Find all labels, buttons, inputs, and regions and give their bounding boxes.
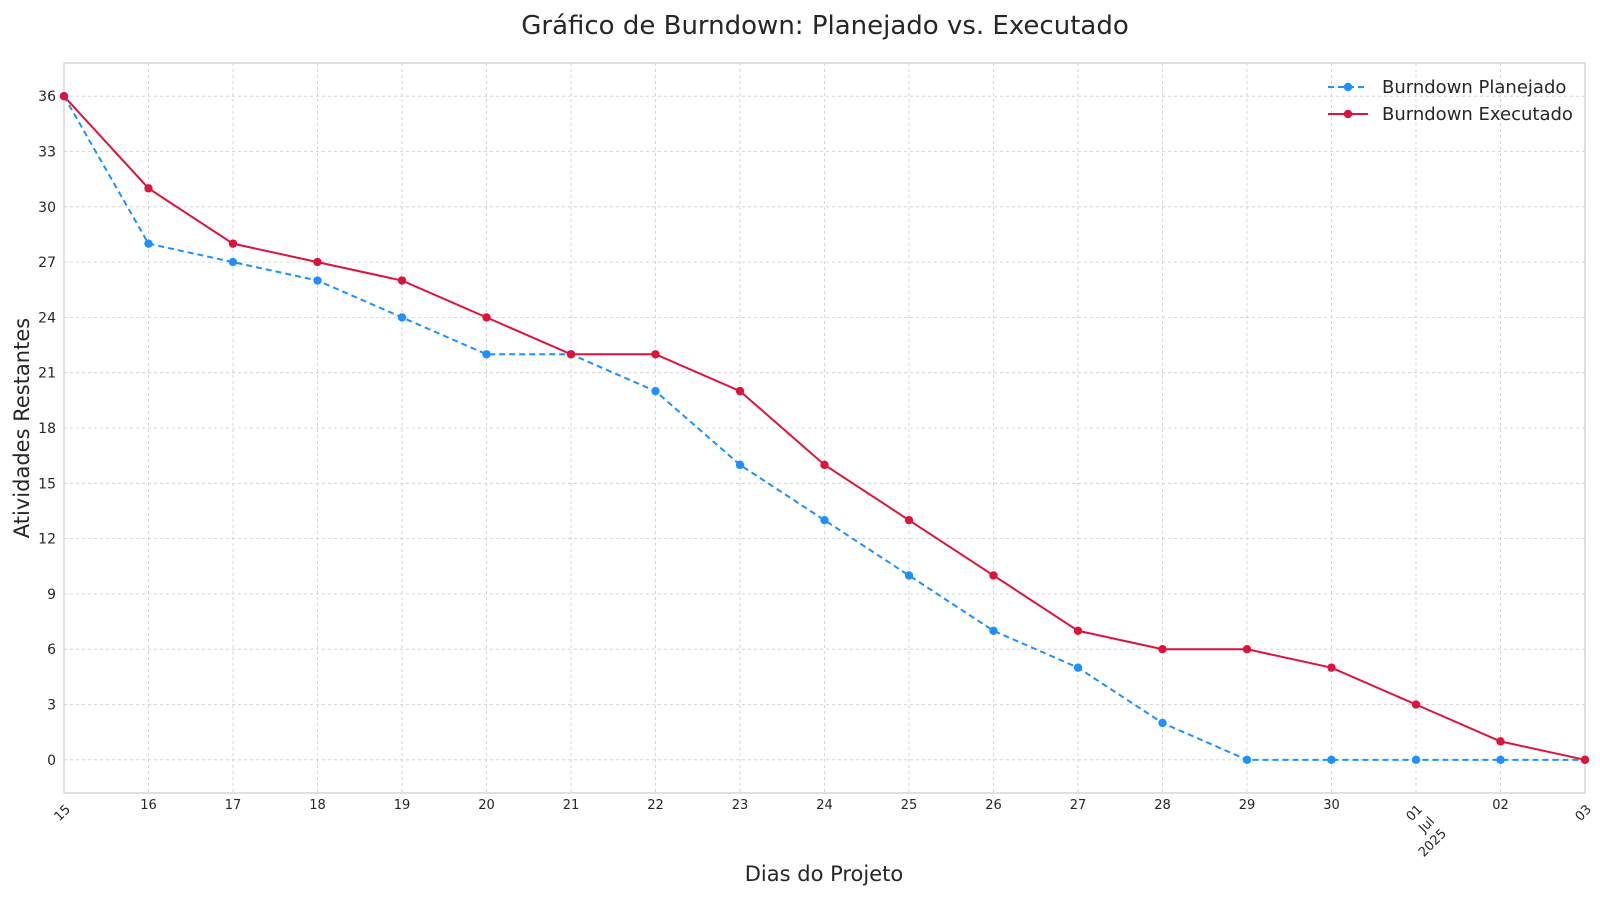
y-tick-label: 9 (47, 587, 56, 603)
y-tick-label: 27 (38, 255, 56, 271)
data-point-executed (1327, 663, 1336, 672)
y-tick-label: 3 (47, 698, 56, 714)
data-point-executed (1496, 737, 1505, 746)
x-axis-label: Dias do Projeto (745, 862, 904, 886)
data-point-planned (989, 626, 998, 635)
data-point-planned (313, 276, 322, 285)
legend: Burndown Planejado Burndown Executado (1328, 77, 1573, 125)
data-point-planned (904, 571, 914, 580)
data-point-executed (1580, 755, 1590, 765)
legend-marker (1343, 82, 1353, 92)
data-point-executed (144, 184, 153, 193)
x-tick-label: 02 (1492, 798, 1509, 813)
data-point-planned (228, 257, 238, 267)
data-point-executed (228, 239, 238, 248)
data-point-executed (1411, 700, 1421, 709)
data-point-executed (735, 386, 745, 396)
x-tick-label: 30 (1323, 798, 1340, 813)
x-tick-label: 03 (1573, 802, 1595, 824)
chart-title: Gráfico de Burndown: Planejado vs. Execu… (521, 11, 1129, 41)
data-point-planned (651, 386, 660, 396)
data-point-planned (1327, 755, 1336, 765)
x-tick-label: 17 (225, 798, 242, 813)
data-point-executed (1158, 645, 1167, 654)
x-tick-label: 23 (732, 798, 749, 813)
x-tick-label: 26 (985, 798, 1002, 813)
data-point-planned (1158, 718, 1167, 728)
y-tick-label: 12 (38, 532, 56, 548)
series-layer (59, 91, 1590, 765)
data-point-planned (735, 460, 745, 470)
x-tick-label: 18 (309, 798, 326, 813)
x-tick-label: 27 (1070, 798, 1087, 813)
data-point-executed (651, 350, 660, 359)
y-tick-label: 30 (38, 200, 56, 216)
grid-layer (63, 63, 1586, 793)
x-tick-label: 29 (1239, 798, 1256, 813)
data-point-planned (1073, 663, 1083, 672)
data-point-planned (1242, 755, 1252, 765)
y-axis-label: Atividades Restantes (10, 318, 34, 538)
x-tick-label-group: 03 (1573, 802, 1595, 824)
data-point-executed (1242, 645, 1252, 654)
y-tick-label: 18 (38, 421, 56, 437)
data-point-executed (59, 91, 69, 101)
data-point-planned (482, 350, 491, 359)
x-tick-label: 15 (52, 802, 74, 824)
x-tick-label: 20 (478, 798, 495, 813)
data-point-planned (144, 239, 153, 248)
data-point-executed (989, 571, 998, 580)
x-tick-label: 24 (816, 798, 833, 813)
y-tick-label: 33 (38, 144, 56, 160)
data-point-executed (397, 276, 407, 285)
plot-frame (63, 62, 1586, 794)
data-point-executed (904, 515, 914, 525)
data-point-executed (313, 257, 322, 267)
x-tick-labels: 15 16 17 18 19 20 21 22 23 24 25 26 27 28 29 30 01Jul202… (52, 798, 1595, 860)
x-tick-label: 19 (394, 798, 411, 813)
x-tick-label: 25 (901, 798, 918, 813)
data-point-planned (1411, 755, 1421, 765)
data-point-planned (397, 313, 407, 322)
y-tick-label: 36 (38, 89, 56, 105)
x-tick-label: 28 (1154, 798, 1171, 813)
data-point-planned (1496, 755, 1505, 765)
data-point-executed (482, 313, 491, 322)
y-tick-label: 0 (47, 753, 56, 769)
y-tick-label: 21 (38, 366, 56, 382)
x-tick-label: 16 (140, 798, 157, 813)
x-tick-label: 21 (563, 798, 580, 813)
data-point-executed (566, 350, 576, 359)
y-tick-label: 24 (38, 310, 56, 326)
y-tick-label: 15 (38, 476, 56, 492)
data-point-planned (820, 515, 829, 525)
y-tick-label: 6 (47, 642, 56, 658)
x-tick-label-group: 15 (52, 802, 74, 824)
legend-label: Burndown Executado (1382, 104, 1573, 125)
data-point-executed (1073, 626, 1083, 635)
legend-label: Burndown Planejado (1382, 77, 1566, 98)
data-point-executed (820, 460, 829, 470)
legend-marker (1343, 109, 1353, 119)
x-tick-label: 22 (647, 798, 664, 813)
